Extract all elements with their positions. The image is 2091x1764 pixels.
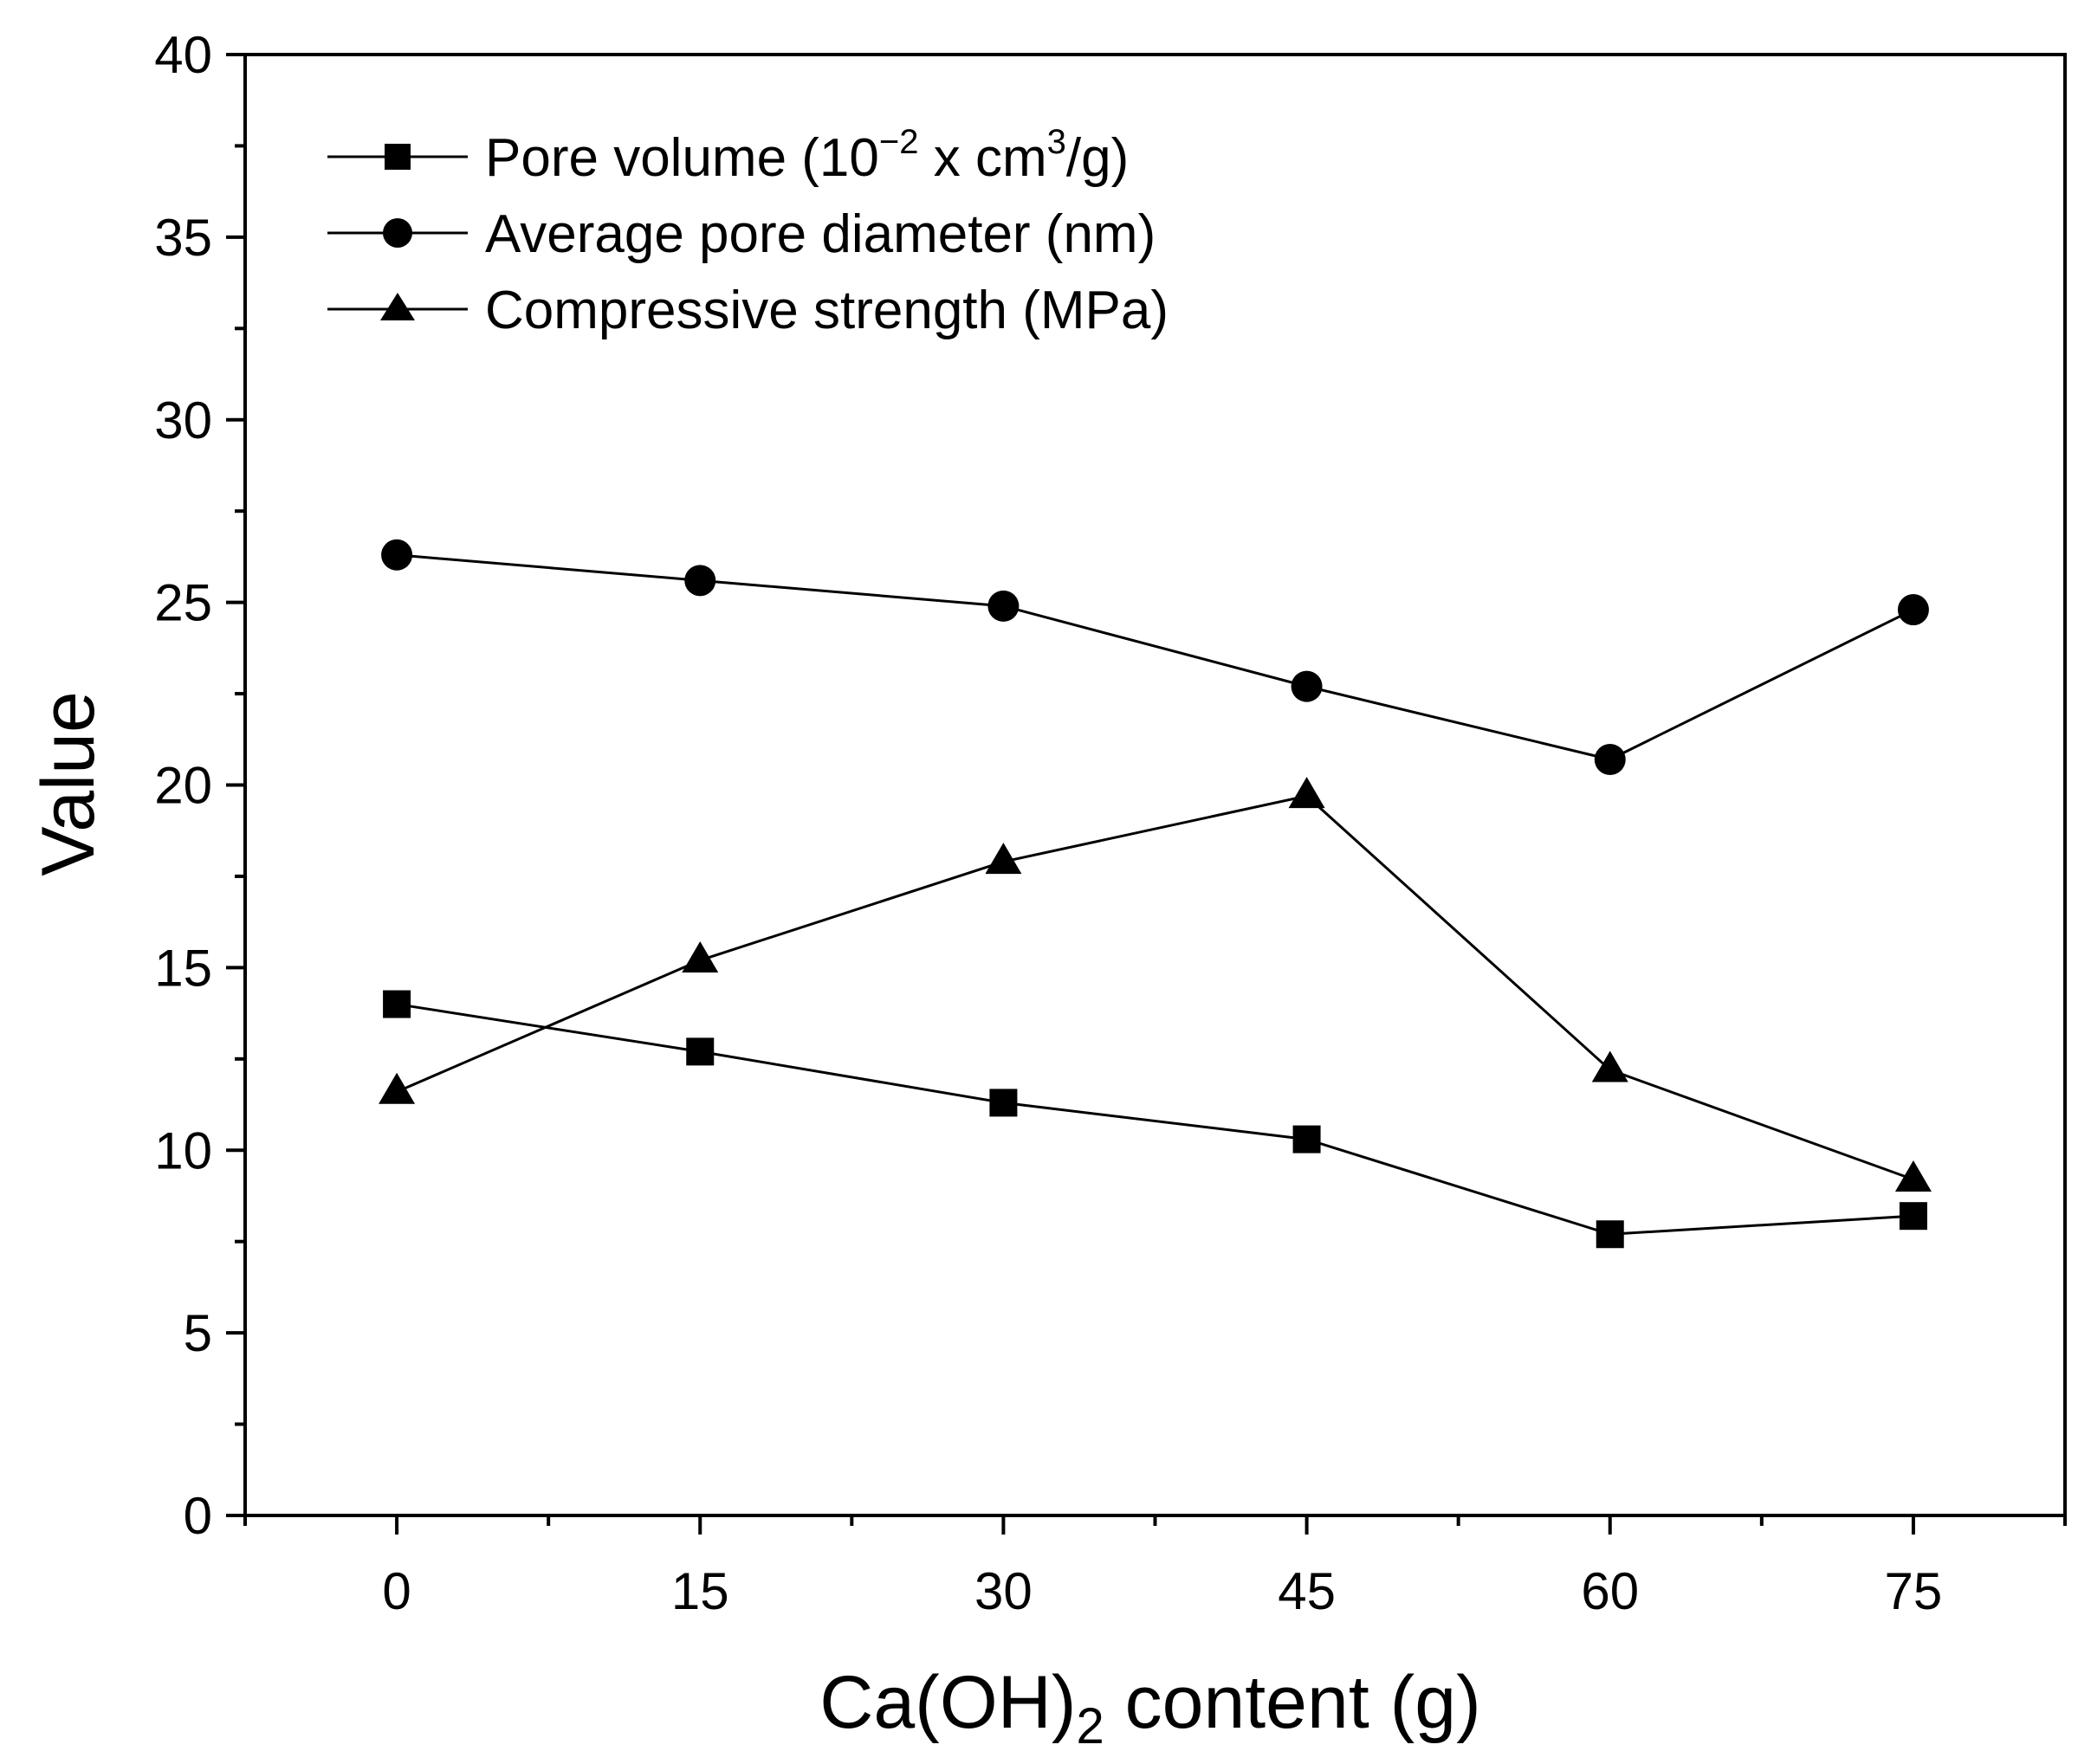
data-point-circle [684, 565, 716, 597]
data-point-triangle [1288, 777, 1325, 809]
data-point-square [1899, 1202, 1927, 1231]
x-tick-label: 75 [1885, 1562, 1943, 1620]
legend-pore-volume-prefix: Pore volume (10 [485, 128, 879, 188]
y-tick-label: 0 [184, 1487, 212, 1545]
series-line-average-pore-diameter-nm [396, 553, 1914, 761]
x-axis-title-subscript: 2 [1076, 1698, 1104, 1754]
legend-label-average-pore-diameter: Average pore diameter (nm) [485, 204, 1156, 264]
legend-marker-square [385, 144, 411, 170]
x-axis-title-main: Ca(OH) [819, 1661, 1076, 1744]
y-tick-label: 40 [154, 26, 212, 84]
data-point-triangle [1894, 1160, 1932, 1192]
x-axis-title-rest: content (g) [1104, 1661, 1481, 1744]
data-point-circle [1897, 594, 1929, 626]
legend-item-average-pore-diameter: Average pore diameter (nm) [327, 204, 1156, 264]
y-tick-label: 30 [154, 391, 212, 449]
series-average-pore-diameter-nm [381, 539, 1929, 775]
data-point-circle [1594, 743, 1626, 775]
x-axis-ticks: 0 15 30 45 60 75 [243, 1515, 2067, 1620]
data-point-triangle [985, 843, 1022, 875]
x-tick-label: 60 [1581, 1562, 1639, 1620]
legend-pore-volume-sup1: −2 [879, 123, 919, 161]
legend-label-compressive-strength: Compressive strength (MPa) [485, 281, 1168, 340]
legend-item-pore-volume: Pore volume (10−2 x cm3/g) [327, 123, 1129, 188]
x-axis-title: Ca(OH)2 content (g) [819, 1661, 1480, 1754]
legend-pore-volume-suffix: /g) [1066, 128, 1129, 188]
x-tick-label: 15 [671, 1562, 729, 1620]
y-tick-label: 5 [184, 1304, 212, 1362]
y-axis-title: Value [27, 691, 110, 876]
legend-marker-circle [383, 218, 412, 248]
data-point-circle [987, 590, 1020, 622]
y-axis-ticks: 0 5 10 15 20 25 30 35 40 [154, 26, 245, 1545]
x-tick-label: 45 [1278, 1562, 1336, 1620]
legend: Pore volume (10−2 x cm3/g) Average pore … [327, 123, 1168, 340]
series-line-compressive-strength-mpa [396, 794, 1914, 1181]
series-line-pore-volume [396, 1003, 1914, 1236]
series-pore-volume [383, 990, 1927, 1249]
data-point-square [686, 1037, 715, 1066]
x-tick-label: 0 [382, 1562, 411, 1620]
legend-item-compressive-strength: Compressive strength (MPa) [327, 281, 1168, 340]
y-tick-label: 35 [154, 209, 212, 267]
legend-label-pore-volume: Pore volume (10−2 x cm3/g) [485, 123, 1129, 188]
data-point-square [1596, 1220, 1624, 1249]
legend-marker-triangle [380, 293, 415, 320]
data-point-triangle [1591, 1050, 1628, 1082]
y-tick-label: 10 [154, 1121, 212, 1179]
series-layer [379, 539, 1932, 1249]
data-point-triangle [379, 1072, 416, 1104]
data-point-square [989, 1089, 1018, 1117]
legend-pore-volume-sup2: 3 [1047, 123, 1066, 161]
data-point-triangle [682, 940, 719, 972]
data-point-circle [1291, 670, 1323, 702]
x-tick-label: 30 [974, 1562, 1033, 1620]
series-compressive-strength-mpa [379, 777, 1932, 1192]
y-tick-label: 15 [154, 939, 212, 997]
data-point-circle [381, 539, 413, 571]
data-point-square [1292, 1125, 1321, 1153]
y-tick-label: 25 [154, 574, 212, 632]
legend-pore-volume-middle: x cm [919, 128, 1047, 188]
data-point-square [383, 990, 411, 1018]
y-tick-label: 20 [154, 757, 212, 815]
